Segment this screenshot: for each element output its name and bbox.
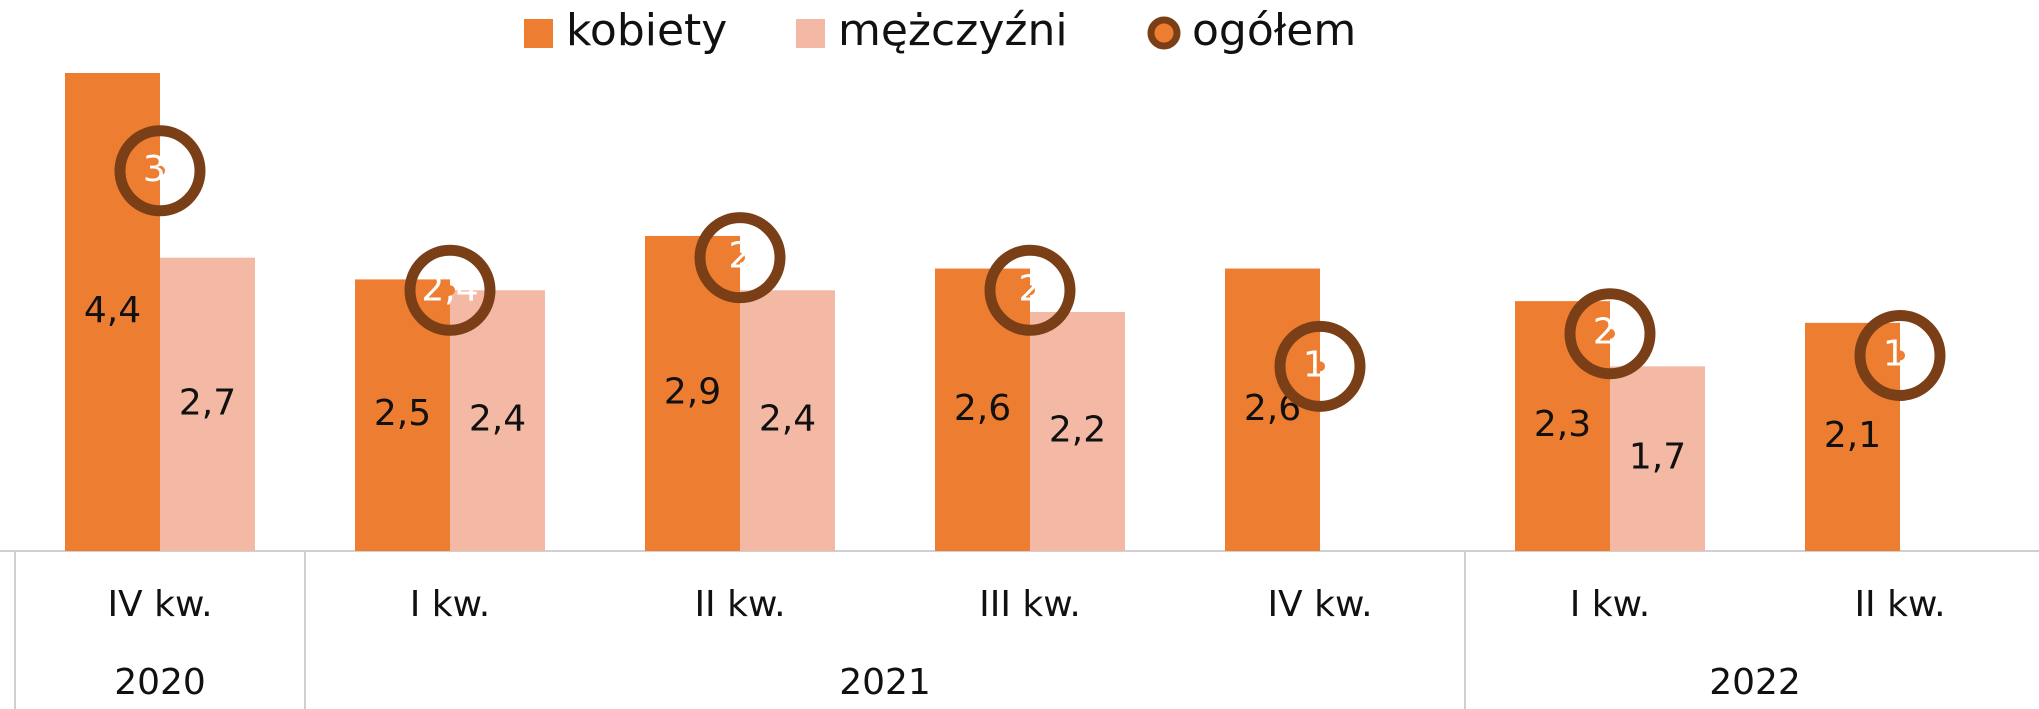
marker	[404, 244, 496, 336]
data-label: 2,2	[1049, 410, 1106, 451]
marker	[114, 125, 206, 217]
data-label: 2,1	[1824, 415, 1881, 456]
year-label: 2022	[1709, 662, 1801, 703]
data-label: 2,6	[954, 388, 1011, 429]
marker-label: 3,	[143, 149, 177, 190]
marker	[984, 244, 1076, 336]
marker-label: 2,	[1593, 312, 1627, 353]
legend-label: ogółem	[1192, 5, 1356, 56]
marker-label: 1,	[1303, 344, 1337, 385]
marker	[694, 212, 786, 304]
legend-swatch	[524, 19, 553, 48]
bar	[935, 268, 1030, 551]
x-tick-label: II kw.	[694, 584, 785, 625]
bar	[1610, 366, 1705, 551]
data-label: 1,7	[1629, 437, 1686, 478]
bar	[1030, 312, 1125, 551]
data-label: 2,5	[374, 393, 431, 434]
year-label: 2020	[114, 662, 206, 703]
x-tick-label: I kw.	[410, 584, 491, 625]
bar	[740, 290, 835, 551]
year-label: 2021	[839, 662, 931, 703]
bar	[450, 290, 545, 551]
data-label: 2,4	[759, 399, 816, 440]
x-tick-label: IV kw.	[1267, 584, 1372, 625]
bar	[160, 257, 255, 551]
x-tick-label: I kw.	[1570, 584, 1651, 625]
marker-dot	[155, 165, 165, 176]
marker-dot	[1025, 285, 1035, 296]
marker-label: 2,4	[421, 268, 478, 309]
legend-label: kobiety	[566, 5, 727, 56]
marker-dot	[1895, 350, 1905, 361]
legend-swatch	[796, 19, 825, 48]
marker-dot	[1605, 328, 1615, 339]
marker-label: 2	[1019, 268, 1042, 309]
bar	[1225, 268, 1320, 551]
marker	[1854, 309, 1946, 401]
marker	[1564, 288, 1656, 380]
bar	[1515, 301, 1610, 551]
legend-swatch	[1147, 16, 1181, 50]
data-label: 2,7	[179, 382, 236, 423]
marker-label: 2	[729, 236, 752, 277]
x-tick-label: II kw.	[1854, 584, 1945, 625]
x-tick-label: IV kw.	[107, 584, 212, 625]
data-label: 4,4	[84, 290, 141, 331]
x-tick-label: III kw.	[979, 584, 1081, 625]
bar	[1805, 322, 1900, 551]
marker-label: 1,	[1883, 333, 1917, 374]
data-label: 2,9	[664, 371, 721, 412]
data-label: 2,3	[1534, 404, 1591, 445]
marker-dot	[445, 285, 455, 296]
data-label: 2,4	[469, 399, 526, 440]
marker-dot	[1315, 361, 1325, 372]
legend-label: mężczyźni	[838, 5, 1068, 56]
marker-dot	[735, 252, 745, 263]
bar	[65, 73, 160, 551]
marker	[1274, 320, 1366, 412]
